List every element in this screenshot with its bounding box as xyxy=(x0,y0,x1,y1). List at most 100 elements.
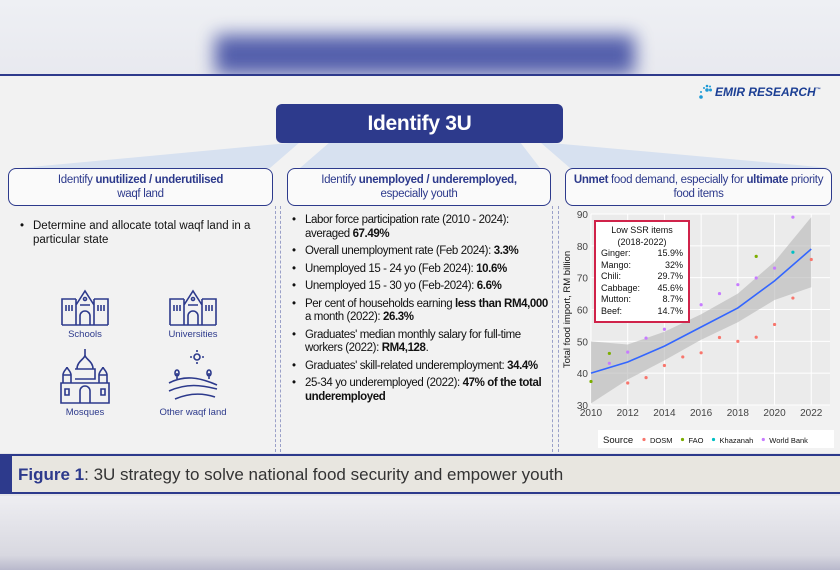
inset-item-value: 29.7% xyxy=(657,271,683,281)
data-point-world-bank xyxy=(717,291,722,296)
bullet-item: Unemployed 15 - 24 yo (Feb 2024): 10.6% xyxy=(290,263,548,277)
bullet-item: Per cent of households earning less than… xyxy=(290,298,548,325)
column-divider xyxy=(280,206,281,452)
data-point-dosm xyxy=(754,335,758,339)
column-divider xyxy=(275,206,276,452)
y-tick-label: 80 xyxy=(577,242,589,253)
inset-item-name: Mango: xyxy=(601,259,632,270)
y-tick-label: 70 xyxy=(577,274,589,285)
data-point-world-bank xyxy=(626,350,630,354)
column-heading-unemployed: Identify unemployed / underemployed, espe… xyxy=(287,168,551,206)
university-building-icon xyxy=(169,289,217,326)
legend-label: World Bank xyxy=(769,436,808,445)
icon-mosques: Mosques xyxy=(45,347,125,418)
bullet-item: Determine and allocate total waqf land i… xyxy=(18,220,258,247)
bullet-item: 25-34 yo underemployed (2022): 47% of th… xyxy=(290,377,548,404)
data-point-world-bank xyxy=(736,283,740,287)
column-divider xyxy=(552,206,553,452)
column-heading-waqf: Identify unutilized / underutilised waqf … xyxy=(8,168,273,206)
legend-label: FAO xyxy=(689,436,704,445)
icon-schools: Schools xyxy=(45,285,125,340)
school-building-icon xyxy=(61,289,109,326)
y-axis-label: Total food import, RM billion xyxy=(562,251,573,368)
confidence-band xyxy=(591,217,812,404)
inset-item-name: Ginger: xyxy=(601,248,631,258)
inset-row: Mutton: 8.7% xyxy=(601,294,683,306)
inset-item-value: 45.6% xyxy=(657,282,683,293)
x-tick-label: 2014 xyxy=(653,408,676,419)
y-tick-label: 40 xyxy=(577,369,589,380)
inset-period: (2018-2022) xyxy=(617,236,667,247)
data-point-fao xyxy=(754,254,758,258)
legend-marker xyxy=(711,437,716,442)
inset-item-value: 15.9% xyxy=(657,248,683,258)
inset-item-value: 32% xyxy=(664,259,683,270)
x-tick-label: 2018 xyxy=(727,408,750,419)
data-point-world-bank xyxy=(607,361,611,365)
blurred-footer xyxy=(0,496,840,570)
bullet-item: Overall unemployment rate (Feb 2024): 3.… xyxy=(290,245,548,259)
blurred-header xyxy=(0,0,840,75)
mosque-icon xyxy=(60,349,110,404)
data-point-khazanah xyxy=(791,250,795,254)
title-box: Identify 3U xyxy=(276,104,563,143)
waqf-column: Determine and allocate total waqf land i… xyxy=(18,220,258,251)
inset-row: Mango: 32% xyxy=(601,260,683,272)
inset-row: Cabbage: 45.6% xyxy=(601,283,683,295)
data-point-dosm xyxy=(772,322,777,327)
data-point-world-bank xyxy=(699,303,703,307)
bullet-item: Unemployed 15 - 30 yo (Feb-2024): 6.6% xyxy=(290,280,548,294)
x-tick-label: 2010 xyxy=(580,408,603,419)
inset-item-name: Cabbage: xyxy=(601,282,641,293)
bullet-item: Graduates' median monthly salary for ful… xyxy=(290,329,548,356)
inset-item-value: 8.7% xyxy=(662,294,683,304)
data-point-dosm xyxy=(644,376,648,380)
data-point-dosm xyxy=(626,381,630,385)
connector-fan xyxy=(20,142,830,168)
x-tick-label: 2012 xyxy=(617,408,640,419)
blurred-banner xyxy=(215,35,635,75)
data-point-world-bank xyxy=(754,276,758,280)
x-tick-label: 2016 xyxy=(690,408,713,419)
logo-tm: ™ xyxy=(815,87,821,93)
data-point-world-bank xyxy=(772,266,777,270)
x-tick-label: 2022 xyxy=(800,408,823,419)
column-heading-food: Unmet food demand, especially for ultima… xyxy=(565,168,832,206)
inset-row: Beef: 14.7% xyxy=(601,306,683,318)
y-tick-label: 90 xyxy=(577,210,589,221)
inset-row: Ginger: 15.9% xyxy=(601,248,683,260)
caption-text: : 3U strategy to solve national food sec… xyxy=(84,465,564,484)
legend-label: DOSM xyxy=(650,436,673,445)
inset-item-name: Chili: xyxy=(601,271,622,281)
logo-text: EMIR RESEARCH xyxy=(715,85,816,99)
farmland-icon xyxy=(168,350,218,400)
low-ssr-inset: Low SSR items (2018-2022) Ginger: 15.9% Ma… xyxy=(594,220,690,323)
y-tick-label: 30 xyxy=(577,401,589,412)
data-point-dosm xyxy=(736,339,740,343)
inset-row: Chili: 29.7% xyxy=(601,271,683,283)
data-point-world-bank xyxy=(644,336,648,340)
legend-marker xyxy=(642,437,646,442)
inset-item-name: Mutton: xyxy=(601,294,632,304)
data-point-dosm xyxy=(809,257,813,262)
divider xyxy=(0,74,840,76)
y-tick-label: 50 xyxy=(577,337,589,348)
column-divider xyxy=(558,206,559,452)
legend-box xyxy=(598,430,834,448)
data-point-fao xyxy=(607,351,611,356)
data-point-dosm xyxy=(791,296,795,300)
bullet-item: Labor force participation rate (2010 - 2… xyxy=(290,214,548,241)
data-point-world-bank xyxy=(791,215,795,219)
data-point-dosm xyxy=(681,355,685,359)
data-point-fao xyxy=(589,379,593,384)
legend-label: Khazanah xyxy=(720,436,754,445)
inset-item-name: Beef: xyxy=(601,305,623,316)
legend-marker xyxy=(761,437,765,442)
inset-item-value: 14.7% xyxy=(657,305,683,316)
legend-title: Source xyxy=(603,435,633,446)
bullet-item: Graduates' skill-related underemployment… xyxy=(290,360,548,374)
legend-marker xyxy=(680,437,685,442)
data-point-dosm xyxy=(699,351,703,355)
y-tick-label: 60 xyxy=(577,306,589,317)
unemployment-column: Labor force participation rate (2010 - 2… xyxy=(290,214,548,408)
